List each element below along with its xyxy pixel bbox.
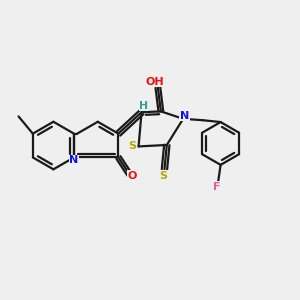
Text: O: O — [128, 171, 137, 181]
Text: F: F — [213, 182, 220, 192]
Text: N: N — [69, 155, 79, 165]
Text: S: S — [159, 171, 167, 181]
Text: S: S — [128, 141, 136, 152]
Text: H: H — [140, 101, 148, 111]
Text: OH: OH — [146, 76, 164, 87]
Text: N: N — [180, 111, 189, 121]
